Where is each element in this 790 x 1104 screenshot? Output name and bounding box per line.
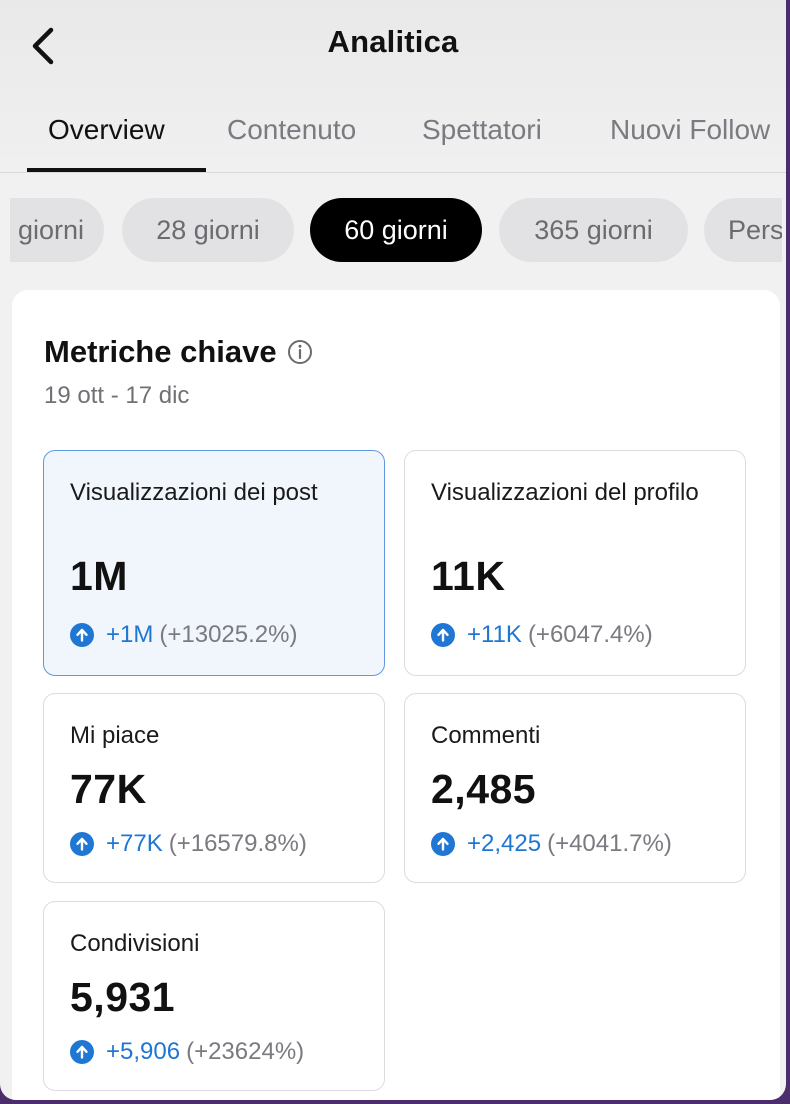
metric-delta: +77K (+16579.8%) xyxy=(70,830,307,858)
active-tab-indicator xyxy=(27,168,206,172)
page-title: Analitica xyxy=(327,24,459,59)
range-chip-7-days[interactable]: giorni xyxy=(10,198,104,262)
metric-delta-pct: (+6047.4%) xyxy=(527,621,653,648)
range-chip-365-days[interactable]: 365 giorni xyxy=(499,198,688,262)
metric-delta-pct: (+4041.7%) xyxy=(547,830,672,857)
arrow-up-icon xyxy=(70,1040,94,1064)
metric-label: Visualizzazioni dei post xyxy=(70,479,318,506)
arrow-up-icon xyxy=(431,832,455,856)
range-chip-label: 60 giorni xyxy=(344,214,448,245)
range-chip-custom[interactable]: Pers xyxy=(704,198,782,262)
tab-contenuto[interactable]: Contenuto xyxy=(227,114,357,145)
range-chip-28-days[interactable]: 28 giorni xyxy=(122,198,294,262)
metric-value: 5,931 xyxy=(70,974,176,1020)
arrow-up-icon xyxy=(70,623,94,647)
range-chip-60-days[interactable]: 60 giorni xyxy=(310,198,482,262)
metric-card-profile-views[interactable]: Visualizzazioni del profilo 11K +11K (+6… xyxy=(404,450,746,676)
metric-delta-pct: (+23624%) xyxy=(186,1038,305,1065)
metric-delta: +1M (+13025.2%) xyxy=(70,621,297,649)
metric-value: 1M xyxy=(70,553,128,599)
card-title: Metriche chiave xyxy=(44,334,313,370)
metric-label: Condivisioni xyxy=(70,930,200,957)
metric-delta-abs: +5,906 xyxy=(106,1038,181,1065)
metric-label: Mi piace xyxy=(70,722,160,749)
chevron-left-icon xyxy=(32,27,54,65)
metric-delta-pct: (+13025.2%) xyxy=(159,621,298,648)
metric-delta: +5,906 (+23624%) xyxy=(70,1038,304,1066)
metric-delta-abs: +11K xyxy=(467,621,522,648)
tab-bar: Overview Contenuto Spettatori Nuovi Foll… xyxy=(0,100,786,173)
back-button[interactable] xyxy=(22,24,62,68)
range-chip-label: Pers xyxy=(728,214,782,245)
range-chip-label: 365 giorni xyxy=(534,214,653,245)
range-chip-label: giorni xyxy=(17,214,84,245)
range-chip-label: 28 giorni xyxy=(156,214,260,245)
metric-value: 77K xyxy=(70,766,147,812)
metric-value: 2,485 xyxy=(431,766,537,812)
card-title-text: Metriche chiave xyxy=(44,334,277,369)
arrow-up-icon xyxy=(431,623,455,647)
metric-delta-abs: +2,425 xyxy=(467,830,542,857)
tab-nuovi-follower[interactable]: Nuovi Follow xyxy=(610,114,771,145)
date-range-text: 19 ott - 17 dic xyxy=(44,382,190,409)
metric-card-post-views[interactable]: Visualizzazioni dei post 1M +1M (+13025.… xyxy=(43,450,385,676)
arrow-up-icon xyxy=(70,832,94,856)
info-icon[interactable] xyxy=(287,339,313,365)
metric-delta: +2,425 (+4041.7%) xyxy=(431,830,672,858)
tab-spettatori[interactable]: Spettatori xyxy=(422,114,542,145)
metric-card-likes[interactable]: Mi piace 77K +77K (+16579.8%) xyxy=(43,693,385,883)
key-metrics-card: Metriche chiave 19 ott - 17 dic Visualiz… xyxy=(12,290,780,1100)
metric-delta-pct: (+16579.8%) xyxy=(168,830,307,857)
metric-label: Commenti xyxy=(431,722,541,749)
metric-card-comments[interactable]: Commenti 2,485 +2,425 (+4041.7%) xyxy=(404,693,746,883)
tab-overview[interactable]: Overview xyxy=(48,114,165,145)
metric-delta-abs: +77K xyxy=(106,830,163,857)
metric-delta: +11K (+6047.4%) xyxy=(431,621,653,649)
metric-value: 11K xyxy=(431,553,506,599)
metric-label: Visualizzazioni del profilo xyxy=(431,479,699,506)
metric-delta-abs: +1M xyxy=(106,621,154,648)
date-range-chips: giorni 28 giorni 60 giorni 365 giorni Pe… xyxy=(10,196,782,266)
header: Analitica Overview Contenuto Spettatori … xyxy=(0,0,786,173)
metric-card-shares[interactable]: Condivisioni 5,931 +5,906 (+23624%) xyxy=(43,901,385,1091)
